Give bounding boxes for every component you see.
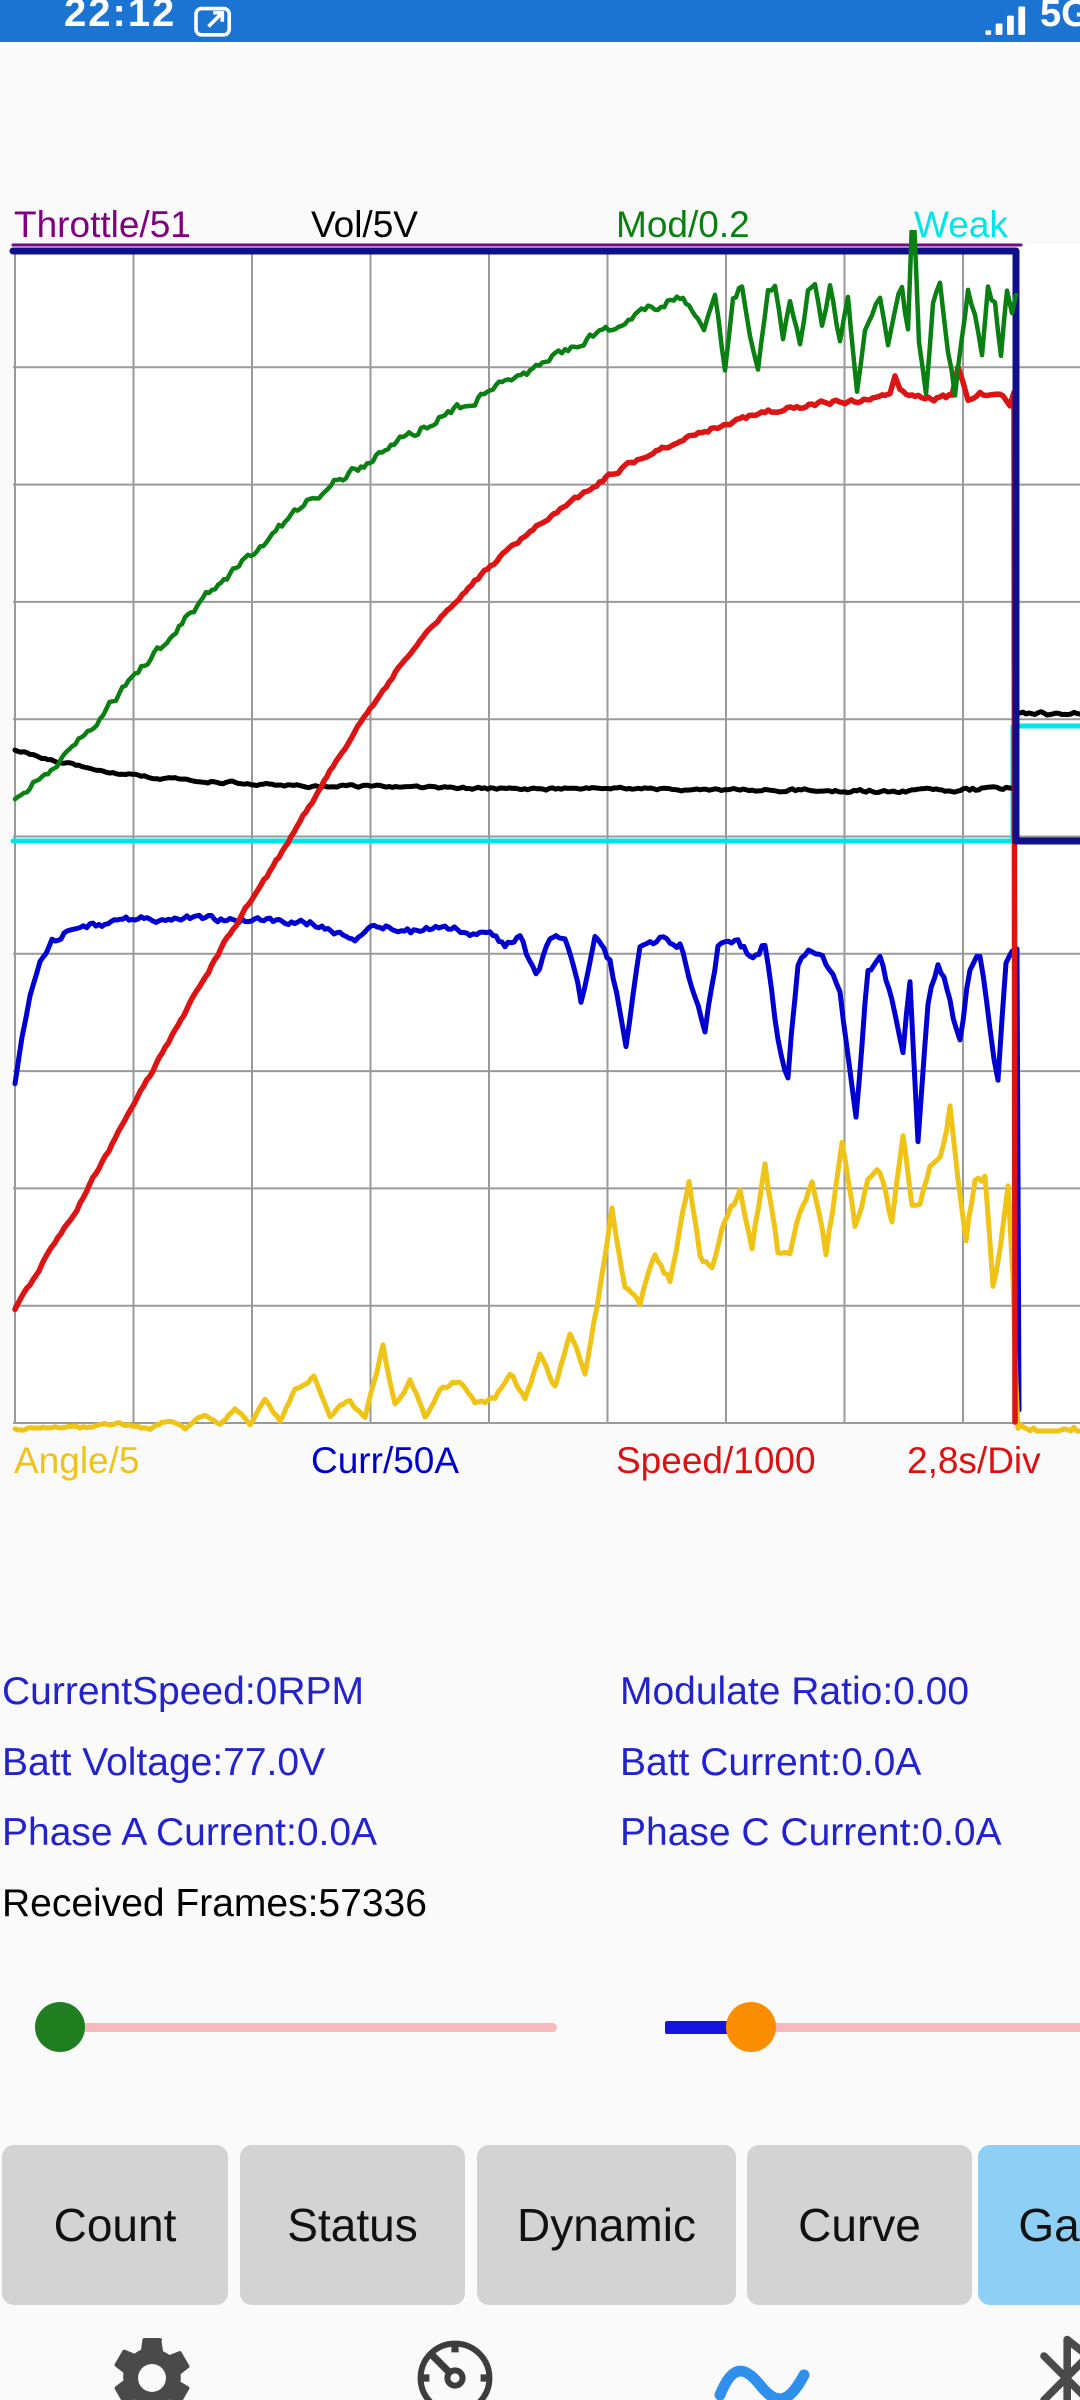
telemetry-value: Batt Voltage:77.0V	[2, 1740, 326, 1784]
tab-dynamic[interactable]: Dynamic	[477, 2145, 736, 2305]
trace-current	[12, 912, 1022, 1413]
trace-voltage	[12, 709, 1080, 796]
page-tabs: Count Status Dynamic Curve Ga	[0, 2145, 1080, 2305]
scale-label-bottom-2: Speed/1000	[616, 1440, 816, 1481]
telemetry-chart	[9, 230, 1080, 1434]
waveform-icon[interactable]	[714, 2330, 810, 2400]
telemetry-value: Phase C Current:0.0A	[620, 1811, 1002, 1854]
signal-strength-icon	[984, 2, 1030, 41]
scale-label-top-2: Mod/0.2	[616, 204, 750, 245]
telemetry-row-1: Batt Voltage:77.0V Batt Current:0.0A	[0, 1741, 1080, 1797]
telemetry-value: Batt Current:0.0A	[620, 1740, 922, 1784]
telemetry-row-0: CurrentSpeed:0RPM Modulate Ratio:0.00	[0, 1670, 1080, 1726]
bottom-navigation	[0, 2322, 1080, 2400]
telemetry-row-2: Phase A Current:0.0A Phase C Current:0.0A	[0, 1811, 1080, 1867]
tab-curve[interactable]: Curve	[747, 2145, 972, 2305]
slider-thumb[interactable]	[35, 2002, 85, 2052]
trace-modulation	[12, 230, 1019, 802]
trace-speed	[12, 364, 1018, 1425]
tab-status[interactable]: Status	[240, 2145, 465, 2305]
status-bar: 22:12 5G	[0, 0, 1080, 42]
scale-label-bottom-1: Curr/50A	[311, 1440, 460, 1481]
scale-label-bottom-3: 2,8s/Div	[907, 1440, 1041, 1481]
slider-track[interactable]	[665, 2022, 1080, 2032]
settings-gear-icon[interactable]	[104, 2330, 200, 2400]
status-clock: 22:12	[64, 0, 177, 35]
telemetry-value: Received Frames:57336	[2, 1881, 427, 1925]
trace-angle	[12, 1103, 1080, 1434]
bluetooth-icon[interactable]	[1020, 2330, 1080, 2400]
slider-track[interactable]	[35, 2022, 557, 2032]
telemetry-value: CurrentSpeed:0RPM	[2, 1670, 365, 1713]
telemetry-value: Phase A Current:0.0A	[2, 1811, 378, 1854]
telemetry-value: Modulate Ratio:0.00	[620, 1670, 970, 1713]
tab-ga[interactable]: Ga	[978, 2145, 1080, 2305]
screen-cast-icon	[192, 3, 236, 42]
scale-label-bottom-0: Angle/5	[14, 1440, 140, 1481]
scale-label-top-1: Vol/5V	[311, 204, 418, 245]
tab-count[interactable]: Count	[2, 2145, 228, 2305]
trace-throttle	[9, 247, 1080, 845]
slider-thumb[interactable]	[726, 2002, 776, 2052]
telemetry-row-3: Received Frames:57336	[0, 1882, 1080, 1938]
scale-label-top-0: Throttle/51	[14, 204, 191, 245]
scale-label-top-3: Weak	[914, 204, 1008, 245]
network-type-label: 5G	[1040, 0, 1080, 35]
gauge-icon[interactable]	[407, 2330, 503, 2400]
